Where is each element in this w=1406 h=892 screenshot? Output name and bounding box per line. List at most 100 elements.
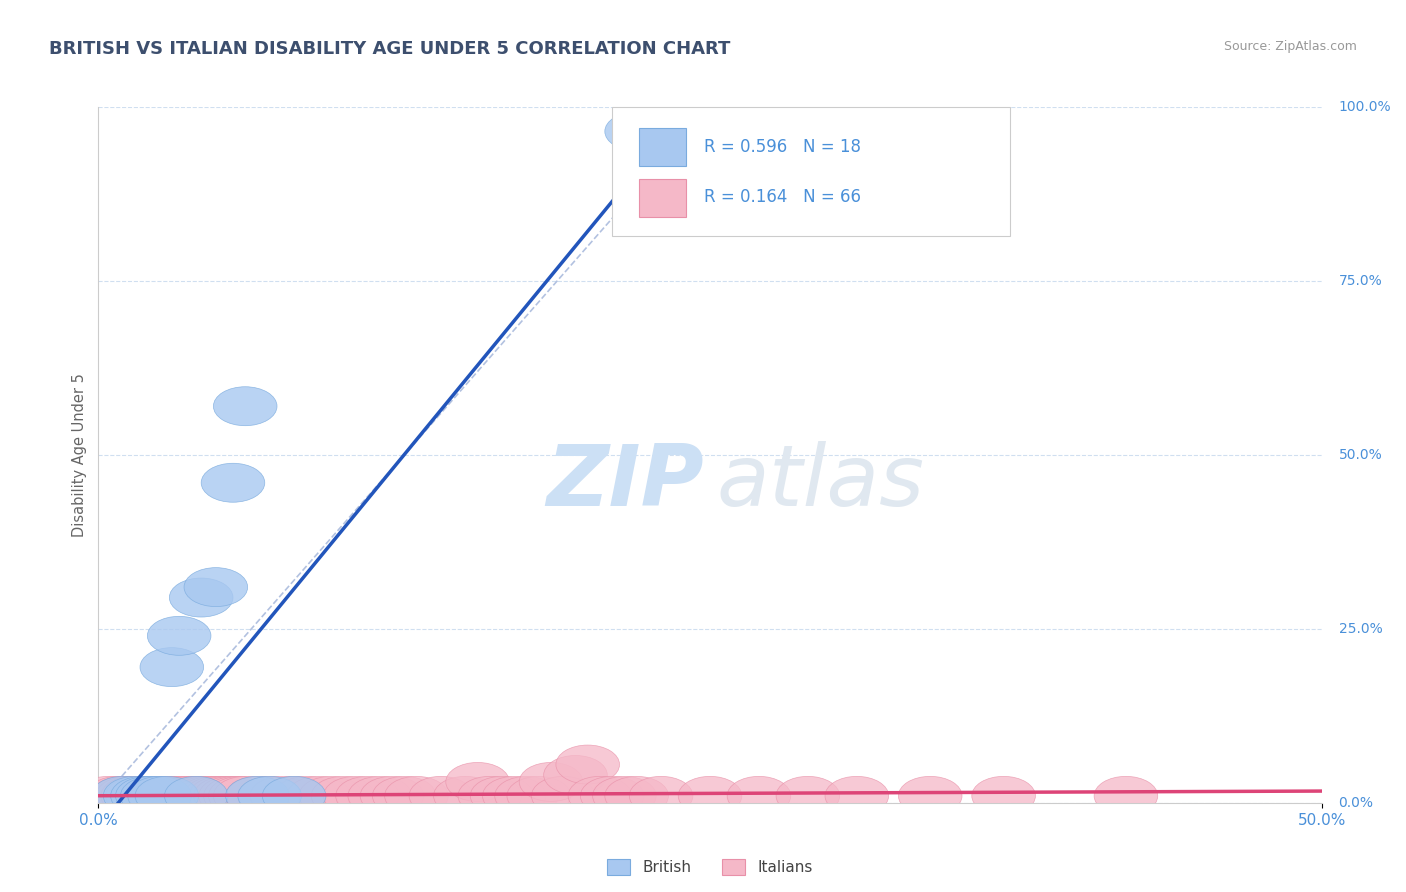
FancyBboxPatch shape [640,178,686,217]
Ellipse shape [238,776,301,815]
Ellipse shape [519,763,583,801]
Ellipse shape [169,578,233,617]
Ellipse shape [188,776,253,815]
Ellipse shape [201,463,264,502]
Ellipse shape [605,112,668,151]
Legend: British, Italians: British, Italians [607,859,813,875]
Text: atlas: atlas [716,442,924,524]
Ellipse shape [131,776,194,815]
Ellipse shape [678,776,742,815]
Ellipse shape [214,776,277,815]
Text: R = 0.164   N = 66: R = 0.164 N = 66 [704,188,860,206]
Ellipse shape [141,648,204,687]
Ellipse shape [727,776,790,815]
Text: Source: ZipAtlas.com: Source: ZipAtlas.com [1223,40,1357,54]
Ellipse shape [263,776,326,815]
Ellipse shape [204,776,267,815]
Ellipse shape [135,776,198,815]
Ellipse shape [347,776,412,815]
Ellipse shape [287,776,350,815]
Ellipse shape [360,776,423,815]
Ellipse shape [299,776,363,815]
Y-axis label: Disability Age Under 5: Disability Age Under 5 [72,373,87,537]
Ellipse shape [103,776,167,815]
Ellipse shape [531,776,595,815]
Text: 100.0%: 100.0% [1339,100,1391,114]
Ellipse shape [174,776,238,815]
Ellipse shape [323,776,387,815]
Ellipse shape [336,776,399,815]
Text: 50.0%: 50.0% [1339,448,1382,462]
Ellipse shape [194,776,257,815]
Ellipse shape [184,776,247,815]
Ellipse shape [605,776,668,815]
Ellipse shape [105,776,169,815]
Ellipse shape [385,776,449,815]
Ellipse shape [148,616,211,656]
Ellipse shape [263,776,326,815]
Ellipse shape [1094,776,1157,815]
Ellipse shape [898,776,962,815]
Ellipse shape [86,776,150,815]
Ellipse shape [184,567,247,607]
Text: 0.0%: 0.0% [1339,796,1374,810]
Text: 25.0%: 25.0% [1339,622,1382,636]
Ellipse shape [198,776,263,815]
Text: 75.0%: 75.0% [1339,274,1382,288]
Ellipse shape [225,776,290,815]
Ellipse shape [115,776,179,815]
Ellipse shape [141,776,204,815]
Ellipse shape [165,776,228,815]
Ellipse shape [508,776,571,815]
Ellipse shape [495,776,558,815]
Ellipse shape [470,776,534,815]
Ellipse shape [214,387,277,425]
Ellipse shape [128,776,191,815]
Ellipse shape [121,776,184,815]
Ellipse shape [972,776,1035,815]
Ellipse shape [630,776,693,815]
Ellipse shape [274,776,339,815]
Ellipse shape [446,763,509,801]
Ellipse shape [155,776,218,815]
Ellipse shape [238,776,301,815]
Ellipse shape [96,776,160,815]
Ellipse shape [101,776,165,815]
Ellipse shape [409,776,472,815]
Ellipse shape [91,776,155,815]
Ellipse shape [225,776,290,815]
Text: ZIP: ZIP [547,442,704,524]
Ellipse shape [111,776,174,815]
Ellipse shape [169,776,233,815]
Ellipse shape [433,776,498,815]
Ellipse shape [125,776,188,815]
Ellipse shape [825,776,889,815]
FancyBboxPatch shape [640,128,686,166]
Ellipse shape [76,776,141,815]
Ellipse shape [458,776,522,815]
Ellipse shape [776,776,839,815]
FancyBboxPatch shape [612,107,1010,235]
Ellipse shape [311,776,375,815]
Ellipse shape [160,776,224,815]
Ellipse shape [482,776,546,815]
Ellipse shape [373,776,436,815]
Ellipse shape [250,776,314,815]
Ellipse shape [145,776,208,815]
Ellipse shape [568,776,631,815]
Text: R = 0.596   N = 18: R = 0.596 N = 18 [704,138,860,156]
Ellipse shape [592,776,657,815]
Ellipse shape [91,776,155,815]
Ellipse shape [150,776,214,815]
Ellipse shape [111,776,174,815]
Ellipse shape [121,776,184,815]
Ellipse shape [581,776,644,815]
Ellipse shape [115,776,179,815]
Text: BRITISH VS ITALIAN DISABILITY AGE UNDER 5 CORRELATION CHART: BRITISH VS ITALIAN DISABILITY AGE UNDER … [49,40,731,58]
Ellipse shape [544,756,607,795]
Ellipse shape [165,776,228,815]
Ellipse shape [555,745,620,784]
Ellipse shape [135,776,198,815]
Ellipse shape [208,776,273,815]
Ellipse shape [179,776,243,815]
